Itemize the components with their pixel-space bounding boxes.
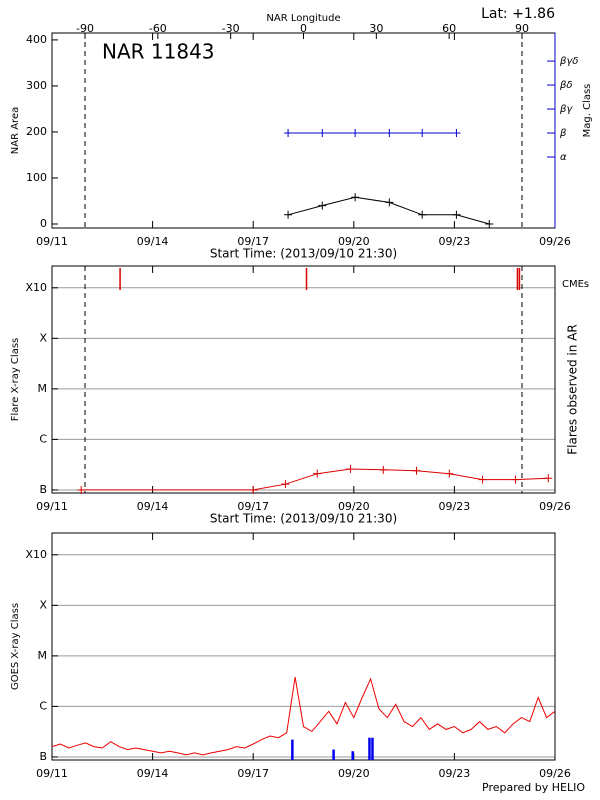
y-tick-label: X10 <box>25 548 47 561</box>
y-tick-label: X10 <box>25 281 47 294</box>
plot-frame <box>51 265 556 494</box>
y-tick-label: 100 <box>26 171 47 184</box>
series-line <box>51 677 556 756</box>
events-label: CMEs <box>562 279 589 290</box>
point-marker <box>313 469 322 478</box>
x-tick-label: 09/14 <box>137 500 169 513</box>
y-tick-label: M <box>38 649 48 662</box>
y-axis-label: Flare X-ray Class <box>10 338 21 422</box>
y-tick-label: X <box>39 598 47 611</box>
point-marker <box>385 198 394 207</box>
x-tick-label: 09/26 <box>539 500 571 513</box>
x-tick-label: 09/23 <box>439 235 471 248</box>
y-tick-label: C <box>39 432 47 445</box>
point-marker <box>281 480 290 489</box>
flare-bar <box>291 739 294 760</box>
y2-tick-label: βγ <box>559 104 573 115</box>
point-marker <box>445 469 454 478</box>
point-marker <box>249 485 258 494</box>
point-marker <box>485 219 494 228</box>
x-tick-label: 09/26 <box>539 235 571 248</box>
point-marker <box>284 210 293 219</box>
point-marker <box>77 485 86 494</box>
y-tick-label: X <box>39 331 47 344</box>
x-tick-label: 09/17 <box>237 235 269 248</box>
y-tick-label: 200 <box>26 125 47 138</box>
x-tick-label: 09/20 <box>338 235 370 248</box>
flare-bar <box>371 737 374 760</box>
point-marker <box>412 466 421 475</box>
y2-tick-label: βγδ <box>559 56 578 67</box>
x2-tick-label: 30 <box>369 22 383 35</box>
x-tick-label: 09/26 <box>539 767 571 780</box>
y-tick-label: C <box>39 699 47 712</box>
y2-axis-label: Flares observed in AR <box>566 324 580 454</box>
point-marker <box>544 474 553 483</box>
y-tick-label: M <box>38 382 48 395</box>
point-marker <box>318 129 327 138</box>
flare-bar <box>332 749 335 760</box>
x-tick-label: 09/23 <box>439 767 471 780</box>
x-tick-label: 09/11 <box>36 767 68 780</box>
point-marker <box>418 129 427 138</box>
point-marker <box>418 210 427 219</box>
y-tick-label: 0 <box>40 217 47 230</box>
series-line <box>81 468 549 491</box>
x2-tick-label: 60 <box>442 22 456 35</box>
x-tick-label: 09/11 <box>36 500 68 513</box>
x2-tick-label: 0 <box>300 22 307 35</box>
point-marker <box>351 193 360 202</box>
y-tick-label: 300 <box>26 79 47 92</box>
x2-axis-label: NAR Longitude <box>266 13 340 24</box>
x-tick-label: 09/23 <box>439 500 471 513</box>
x2-tick-label: -30 <box>222 22 240 35</box>
point-marker <box>318 201 327 210</box>
point-marker <box>452 210 461 219</box>
point-marker <box>379 465 388 474</box>
x-tick-label: 09/17 <box>237 767 269 780</box>
point-marker <box>452 129 461 138</box>
point-marker <box>346 464 355 473</box>
x-tick-label: 09/11 <box>36 235 68 248</box>
y-axis-label: GOES X-ray Class <box>10 603 21 690</box>
y2-tick-label: βδ <box>559 80 573 91</box>
chart-title: NAR 11843 <box>102 40 215 64</box>
flare-bar <box>351 751 354 760</box>
point-marker <box>284 129 293 138</box>
point-marker <box>385 129 394 138</box>
flare-bar <box>368 737 371 760</box>
credit: Prepared by HELIO <box>482 781 585 794</box>
x-tick-label: 09/14 <box>137 235 169 248</box>
x-tick-label: 09/17 <box>237 500 269 513</box>
point-marker <box>511 475 520 484</box>
y2-axis-label: Mag. Class <box>582 84 593 138</box>
annotation: Lat: +1.86 <box>481 6 555 22</box>
y-axis-label: NAR Area <box>10 107 21 154</box>
x-tick-label: 09/20 <box>338 767 370 780</box>
x2-tick-label: -90 <box>76 22 94 35</box>
y-tick-label: B <box>39 750 47 763</box>
point-marker <box>351 129 360 138</box>
y-tick-label: 400 <box>26 33 47 46</box>
x-axis-label: Start Time: (2013/09/10 21:30) <box>210 247 397 261</box>
y2-tick-label: β <box>559 128 567 139</box>
x2-tick-label: 90 <box>515 22 529 35</box>
x2-tick-label: -60 <box>149 22 167 35</box>
x-axis-label: Start Time: (2013/09/10 21:30) <box>210 512 397 526</box>
series-line <box>287 196 490 225</box>
y2-tick-label: α <box>560 152 567 163</box>
point-marker <box>478 475 487 484</box>
x-tick-label: 09/14 <box>137 767 169 780</box>
plot-frame <box>51 532 556 761</box>
x-tick-label: 09/20 <box>338 500 370 513</box>
y-tick-label: B <box>39 483 47 496</box>
